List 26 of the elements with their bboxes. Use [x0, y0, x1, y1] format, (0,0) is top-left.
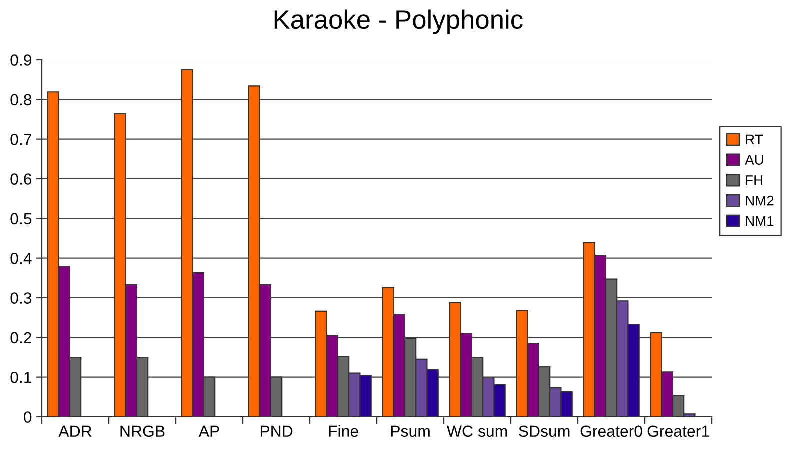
legend-label: AU [745, 155, 764, 165]
y-tick-label: 0.9 [10, 54, 32, 66]
y-tick-label: 0 [24, 412, 32, 423]
x-tick-label: ADR [58, 426, 92, 437]
x-tick-label: AP [198, 426, 220, 437]
chart-title: Karaoke - Polyphonic [274, 10, 523, 34]
legend-label: NM2 [746, 196, 774, 206]
y-tick-label: 0.5 [10, 213, 32, 225]
legend-label: FH [746, 176, 762, 186]
x-tick-label: Greater1 [648, 426, 710, 438]
y-tick-label: 0.2 [10, 332, 32, 344]
x-tick-label: SDsum [519, 426, 570, 438]
y-tick-label: 0.1 [10, 372, 32, 384]
legend-label: RT [746, 134, 764, 144]
x-tick-label: Greater0 [580, 426, 642, 438]
y-tick-label: 0.7 [10, 134, 32, 146]
x-tick-label: NRGB [120, 426, 165, 438]
x-tick-label: Fine [329, 425, 358, 438]
x-tick-label: Psum [391, 426, 430, 438]
x-tick-label: PND [260, 426, 293, 437]
y-tick-label: 0.6 [10, 174, 32, 185]
y-tick-label: 0.3 [10, 292, 32, 304]
y-tick-label: 0.8 [10, 94, 32, 106]
legend-label: NM1 [746, 216, 774, 226]
x-tick-label: WC sum [446, 426, 508, 438]
y-tick-label: 0.4 [10, 252, 32, 264]
